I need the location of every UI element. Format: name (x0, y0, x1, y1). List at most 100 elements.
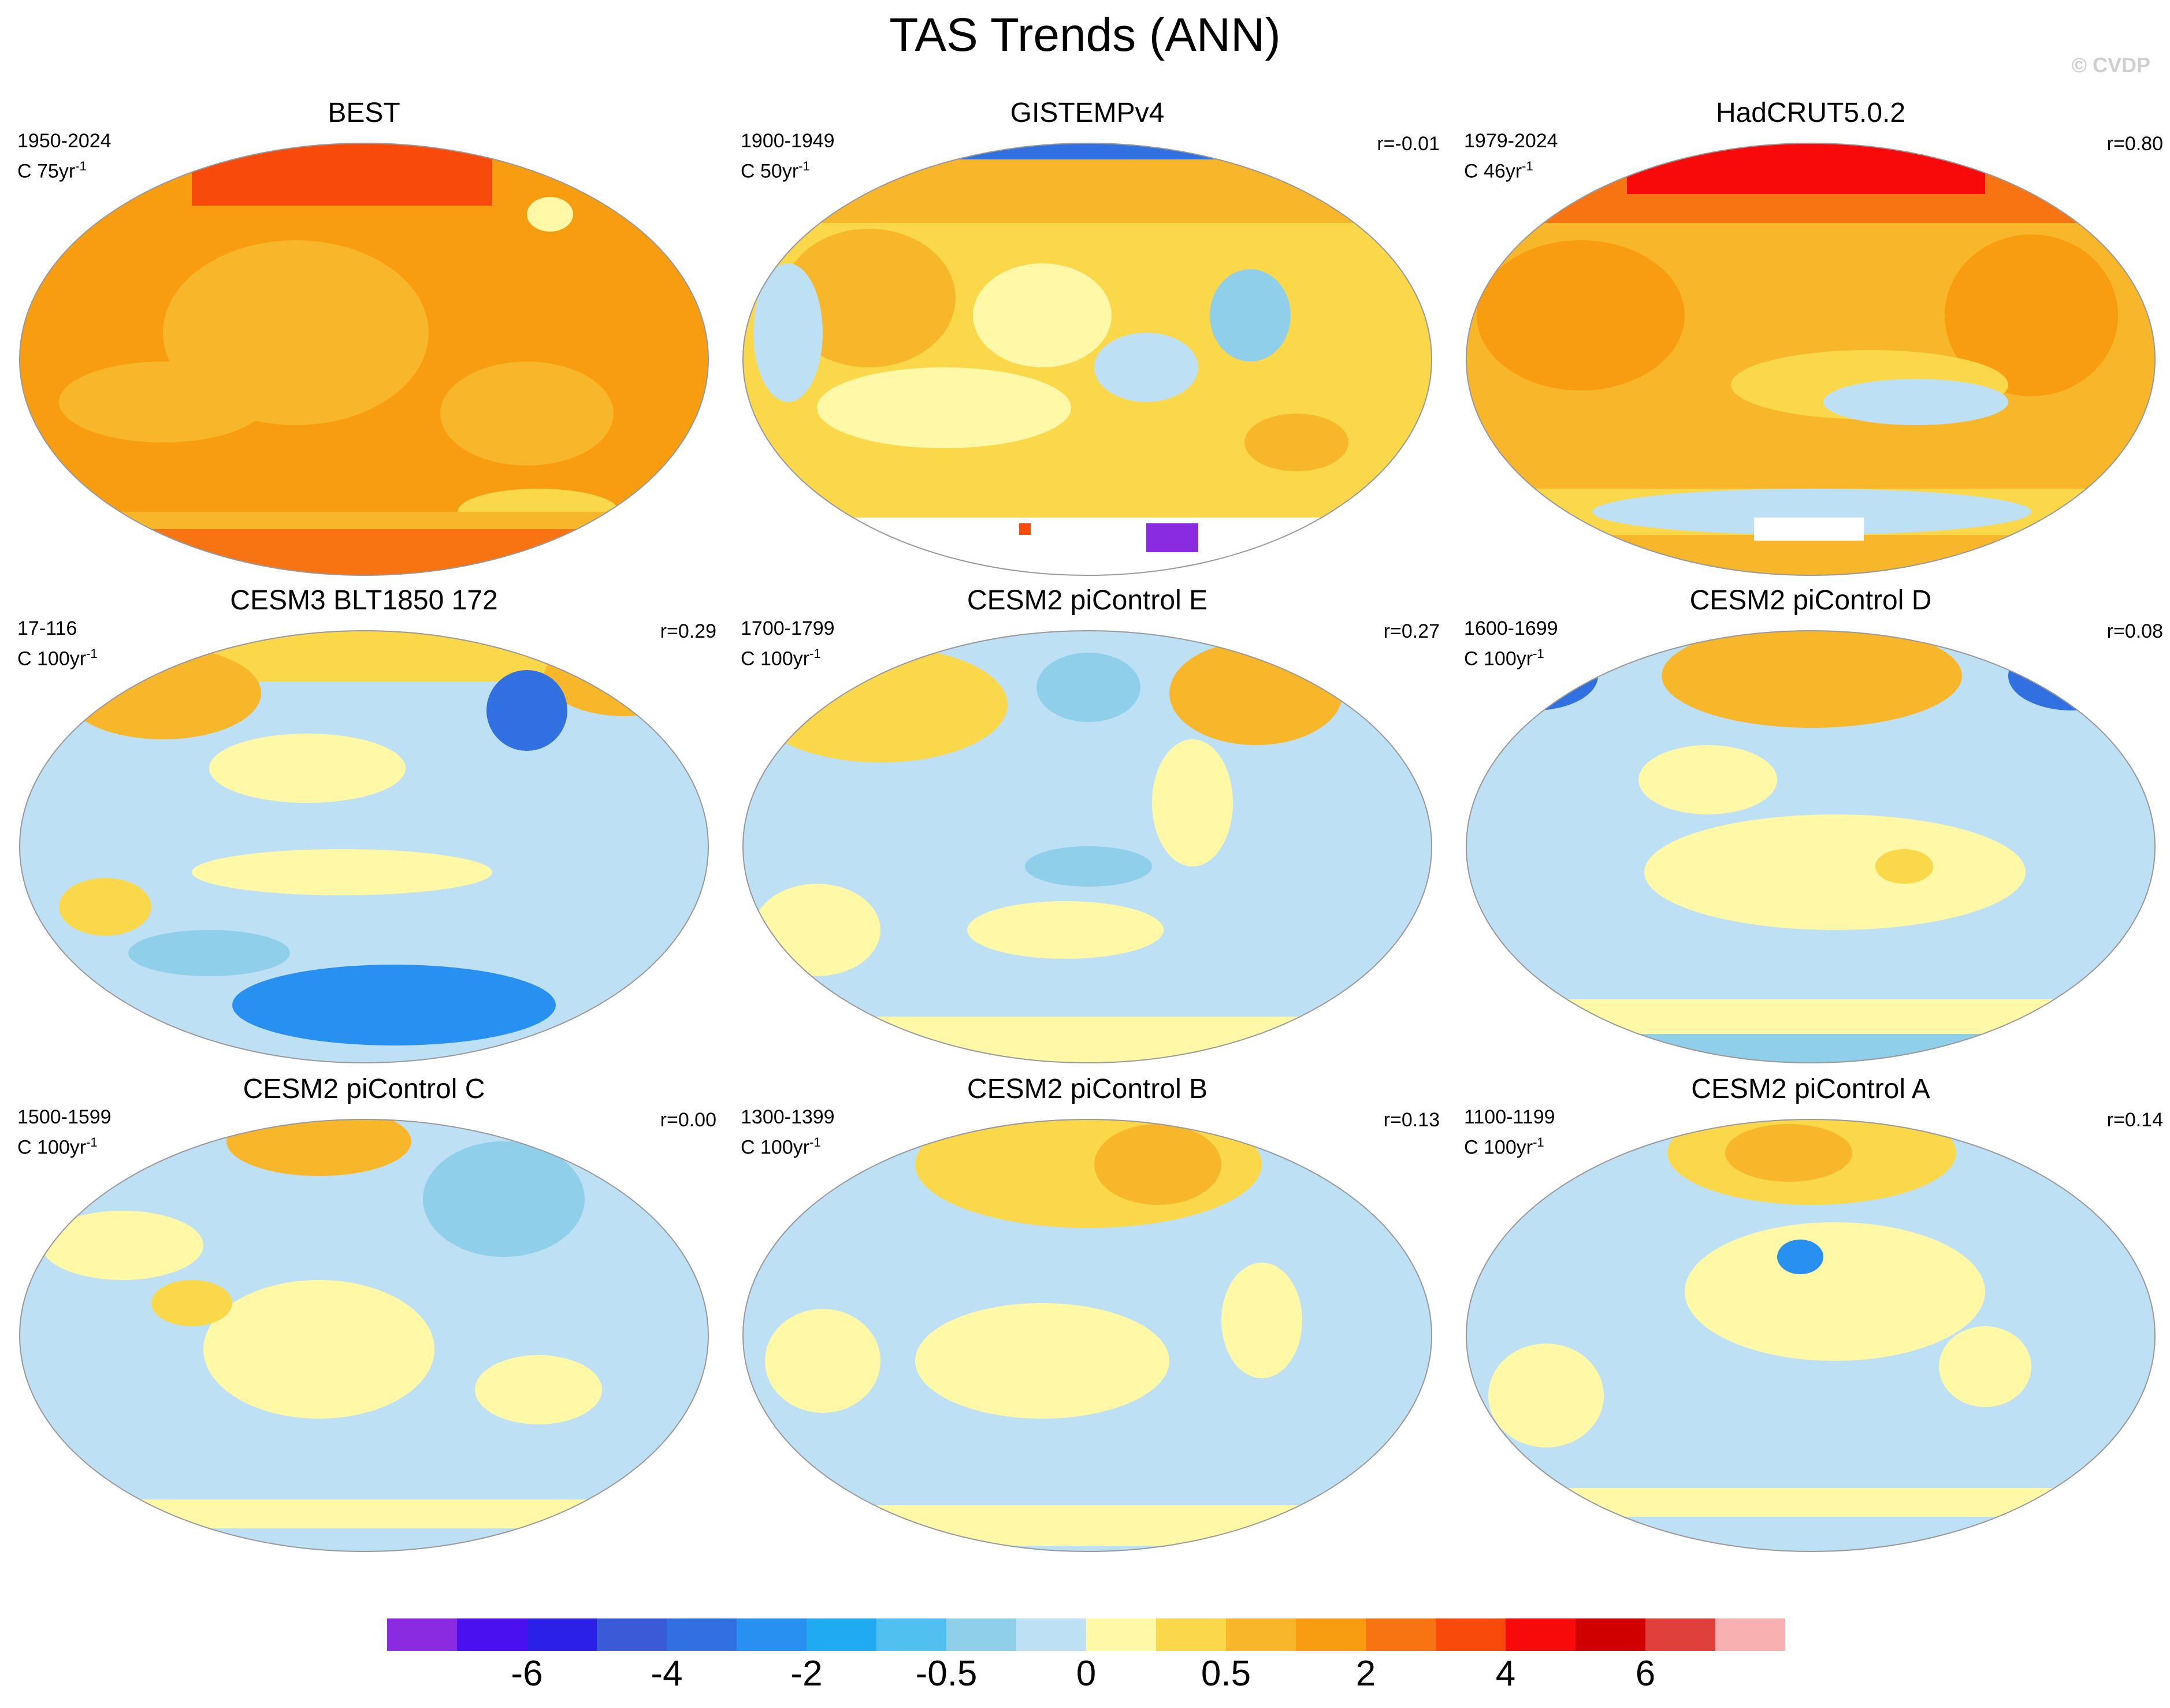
panel-period: 1300-1399 C 100yr-1 (741, 1104, 835, 1160)
panel-cesm2-picontrol-d: CESM2 piControl D 1600-1699 C 100yr-1 r=… (1452, 585, 2169, 1064)
panel-period: 1950-2024 C 75yr-1 (17, 128, 112, 184)
units-superscript: -1 (1533, 1135, 1544, 1149)
panel-period: 1600-1699 C 100yr-1 (1464, 616, 1558, 671)
panel-title: HadCRUT5.0.2 (1715, 98, 1906, 128)
trend-map (19, 143, 709, 576)
panel-cesm2-picontrol-c: CESM2 piControl C 1500-1599 C 100yr-1 r=… (6, 1073, 722, 1553)
period-years: 1500-1599 (17, 1106, 112, 1128)
panel-period: 1500-1599 C 100yr-1 (17, 1104, 112, 1160)
colorbar-swatch (527, 1618, 597, 1651)
period-units: C 100yr (1464, 1136, 1533, 1159)
trend-map (742, 143, 1432, 576)
panel-title: BEST (328, 98, 400, 128)
colorbar-tick-label: -2 (790, 1654, 823, 1694)
colorbar-swatch (457, 1618, 527, 1651)
pattern-correlation: r=0.27 (1383, 620, 1440, 642)
panel-title: CESM2 piControl D (1689, 585, 1932, 616)
colorbar-tick-label: 0.5 (1201, 1654, 1251, 1694)
figure-title: TAS Trends (ANN) (889, 9, 1281, 61)
period-years: 1600-1699 (1464, 617, 1558, 639)
colorbar-swatch (737, 1618, 807, 1651)
colorbar-tick-label: 0 (1076, 1654, 1097, 1694)
trend-map (742, 630, 1432, 1063)
panel-period: 1100-1199 C 100yr-1 (1464, 1104, 1555, 1160)
colorbar-swatch (1156, 1618, 1226, 1651)
pattern-correlation: r=0.29 (660, 620, 716, 642)
trend-map (742, 1119, 1432, 1552)
colorbar-swatch (1506, 1618, 1576, 1651)
copyright-label: © CVDP (2071, 53, 2150, 77)
colorbar-tick-label: 4 (1495, 1654, 1516, 1694)
panel-period: 1979-2024 C 46yr-1 (1464, 128, 1558, 184)
period-units: C 100yr (741, 648, 810, 670)
colorbar-swatch (1436, 1618, 1506, 1651)
pattern-correlation: r=0.08 (2106, 620, 2163, 642)
colorbar-swatch (1645, 1618, 1715, 1651)
trend-map (19, 1119, 709, 1552)
period-units: C 75yr (17, 160, 76, 183)
colorbar-swatch (667, 1618, 737, 1651)
panel-period: 1700-1799 C 100yr-1 (741, 616, 835, 671)
period-units: C 100yr (1464, 648, 1533, 670)
colorbar-swatch (1576, 1618, 1645, 1651)
panel-hadcrut: HadCRUT5.0.2 1979-2024 C 46yr-1 r=0.80 (1452, 97, 2169, 576)
period-units: C 46yr (1464, 160, 1522, 183)
units-superscript: -1 (798, 159, 810, 173)
panel-cesm2-picontrol-e: CESM2 piControl E 1700-1799 C 100yr-1 r=… (729, 585, 1446, 1064)
colorbar-swatch (597, 1618, 667, 1651)
panel-best: BEST 1950-2024 C 75yr-1 (6, 97, 722, 576)
trend-map (1466, 630, 2156, 1063)
panel-cesm3-blt1850: CESM3 BLT1850 172 17-116 C 100yr-1 r=0.2… (6, 585, 722, 1064)
pattern-correlation: r=-0.01 (1377, 133, 1440, 155)
colorbar-tick-label: 2 (1355, 1654, 1376, 1694)
colorbar-swatch (807, 1618, 876, 1651)
colorbar-swatch (1296, 1618, 1366, 1651)
pattern-correlation: r=0.80 (2106, 133, 2163, 155)
units-superscript: -1 (809, 1135, 821, 1149)
panel-title: GISTEMPv4 (1010, 98, 1165, 128)
period-years: 17-116 (17, 617, 77, 639)
colorbar-swatch (1226, 1618, 1296, 1651)
period-years: 1950-2024 (17, 130, 112, 152)
units-superscript: -1 (1522, 159, 1533, 173)
panel-title: CESM2 piControl A (1691, 1074, 1930, 1104)
panel-gistempv4: GISTEMPv4 1900-1949 C 50yr-1 r=-0.01 (729, 97, 1446, 576)
period-years: 1700-1799 (741, 617, 835, 639)
colorbar-swatch (387, 1618, 457, 1651)
panel-title: CESM3 BLT1850 172 (230, 585, 498, 616)
units-superscript: -1 (86, 1135, 98, 1149)
pattern-correlation: r=0.00 (660, 1109, 716, 1131)
units-superscript: -1 (809, 646, 821, 661)
panel-period: 17-116 C 100yr-1 (17, 616, 98, 671)
trend-map (1466, 143, 2156, 576)
period-years: 1900-1949 (741, 130, 835, 152)
colorbar-ticks: -6 -4 -2 -0.5 0 0.5 2 4 6 (0, 1653, 2170, 1699)
colorbar-swatch (1086, 1618, 1156, 1651)
period-years: 1979-2024 (1464, 130, 1558, 152)
trend-map (19, 630, 709, 1063)
period-years: 1300-1399 (741, 1106, 835, 1128)
period-units: C 100yr (17, 1136, 87, 1159)
units-superscript: -1 (1533, 646, 1544, 661)
colorbar-tick-label: -6 (511, 1654, 543, 1694)
period-units: C 50yr (741, 160, 799, 183)
pattern-correlation: r=0.13 (1383, 1109, 1440, 1131)
colorbar-swatch (1016, 1618, 1086, 1651)
colorbar-swatch (1366, 1618, 1436, 1651)
colorbar-tick-label: 6 (1635, 1654, 1656, 1694)
pattern-correlation: r=0.14 (2106, 1109, 2163, 1131)
colorbar (387, 1618, 1785, 1651)
panel-cesm2-picontrol-a: CESM2 piControl A 1100-1199 C 100yr-1 r=… (1452, 1073, 2169, 1553)
panel-period: 1900-1949 C 50yr-1 (741, 128, 835, 184)
panel-cesm2-picontrol-b: CESM2 piControl B 1300-1399 C 100yr-1 r=… (729, 1073, 1446, 1553)
colorbar-swatch (946, 1618, 1016, 1651)
colorbar-swatch (876, 1618, 946, 1651)
colorbar-tick-label: -4 (651, 1654, 683, 1694)
period-years: 1100-1199 (1464, 1106, 1555, 1128)
colorbar-swatch (1715, 1618, 1785, 1651)
panel-title: CESM2 piControl C (243, 1074, 485, 1104)
period-units: C 100yr (741, 1136, 810, 1159)
period-units: C 100yr (17, 648, 87, 670)
units-superscript: -1 (75, 159, 87, 173)
panel-title: CESM2 piControl E (967, 585, 1208, 616)
